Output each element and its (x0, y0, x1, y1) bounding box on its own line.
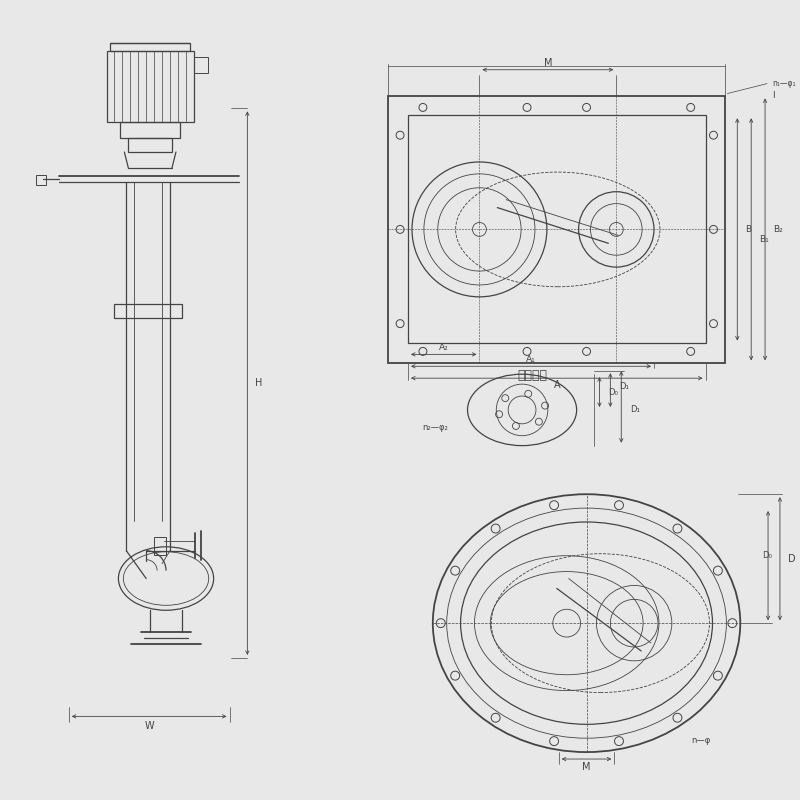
Text: D: D (788, 554, 795, 564)
Text: H: H (255, 378, 262, 388)
Bar (388, 95, 726, 363)
Text: M: M (544, 58, 552, 68)
Bar (408, 115, 706, 343)
Text: n—φ: n—φ (691, 736, 710, 745)
Bar (128, 138, 172, 152)
Text: 出口法兰: 出口法兰 (517, 369, 547, 382)
Text: D₁: D₁ (630, 406, 640, 414)
Text: M: M (582, 762, 590, 772)
Bar (110, 43, 190, 51)
Text: B₂: B₂ (773, 225, 782, 234)
Bar (106, 51, 194, 122)
Text: l: l (772, 91, 774, 100)
Text: A₂: A₂ (439, 343, 449, 352)
Bar (121, 122, 180, 138)
Bar (194, 57, 208, 73)
Text: W: W (144, 722, 154, 731)
Bar (154, 537, 166, 554)
Text: n₂—φ₂: n₂—φ₂ (422, 423, 448, 432)
Text: D₀: D₀ (762, 551, 772, 560)
Text: D₁: D₁ (619, 382, 629, 390)
Text: n₁—φ₁: n₁—φ₁ (772, 79, 795, 88)
Text: A: A (554, 380, 560, 390)
Bar (114, 304, 182, 318)
Text: A₁: A₁ (526, 355, 536, 364)
Text: B: B (746, 225, 751, 234)
Text: B₁: B₁ (759, 235, 769, 244)
Text: D₀: D₀ (608, 387, 618, 397)
Bar (36, 175, 46, 185)
